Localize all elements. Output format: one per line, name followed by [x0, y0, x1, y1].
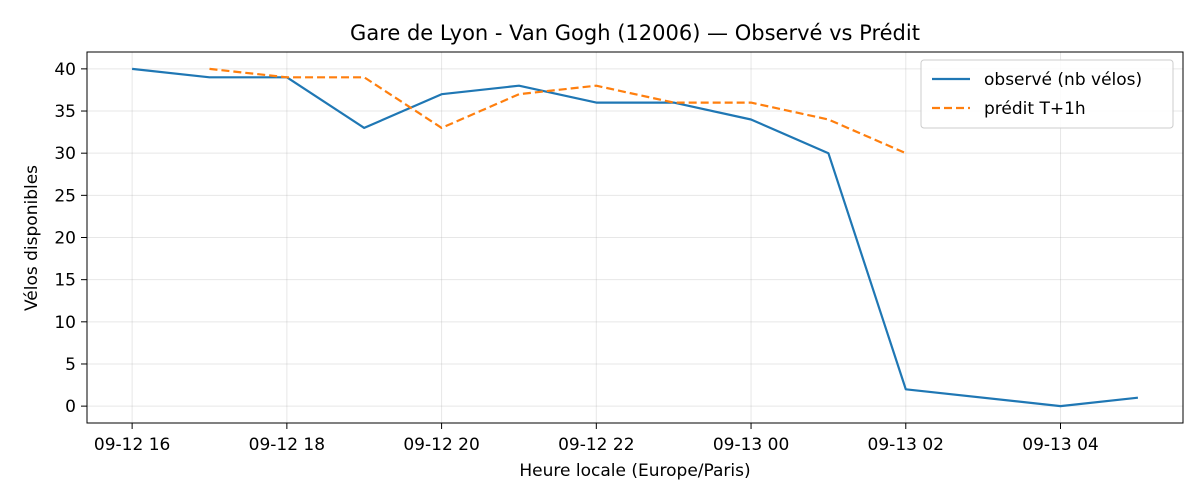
x-tick-label: 09-12 18 — [249, 435, 325, 455]
chart-title: Gare de Lyon - Van Gogh (12006) — Observ… — [350, 21, 920, 45]
x-tick-label: 09-13 00 — [713, 435, 789, 455]
y-tick-label: 40 — [54, 60, 76, 80]
y-tick-label: 5 — [65, 355, 76, 375]
series-line-predicted — [209, 67, 907, 155]
legend-box — [920, 59, 1174, 129]
x-tick-label: 09-13 02 — [868, 435, 944, 455]
legend-label-predicted: prédit T+1h — [984, 99, 1086, 119]
y-tick-label: 20 — [54, 229, 76, 249]
x-axis-label: Heure locale (Europe/Paris) — [519, 461, 750, 481]
series-lines — [131, 67, 1139, 408]
y-tick-label: 0 — [65, 397, 76, 417]
legend: observé (nb vélos) prédit T+1h — [920, 59, 1174, 129]
grid-lines — [87, 52, 1183, 423]
y-tick-label: 10 — [54, 313, 76, 333]
y-tick-label: 35 — [54, 102, 76, 122]
x-axis: 09-12 16 09-12 18 09-12 20 09-12 22 09-13 00… — [94, 423, 1099, 455]
x-tick-label: 09-12 22 — [558, 435, 634, 455]
y-tick-label: 15 — [54, 271, 76, 291]
x-tick-label: 09-13 04 — [1022, 435, 1098, 455]
legend-label-observed: observé (nb vélos) — [984, 70, 1142, 90]
y-tick-label: 25 — [54, 186, 76, 206]
y-axis-label: Vélos disponibles — [22, 165, 42, 311]
x-tick-label: 09-12 16 — [94, 435, 170, 455]
y-tick-label: 30 — [54, 144, 76, 164]
y-axis: 0 5 10 15 20 25 30 35 40 — [54, 60, 87, 417]
x-tick-label: 09-12 20 — [403, 435, 479, 455]
